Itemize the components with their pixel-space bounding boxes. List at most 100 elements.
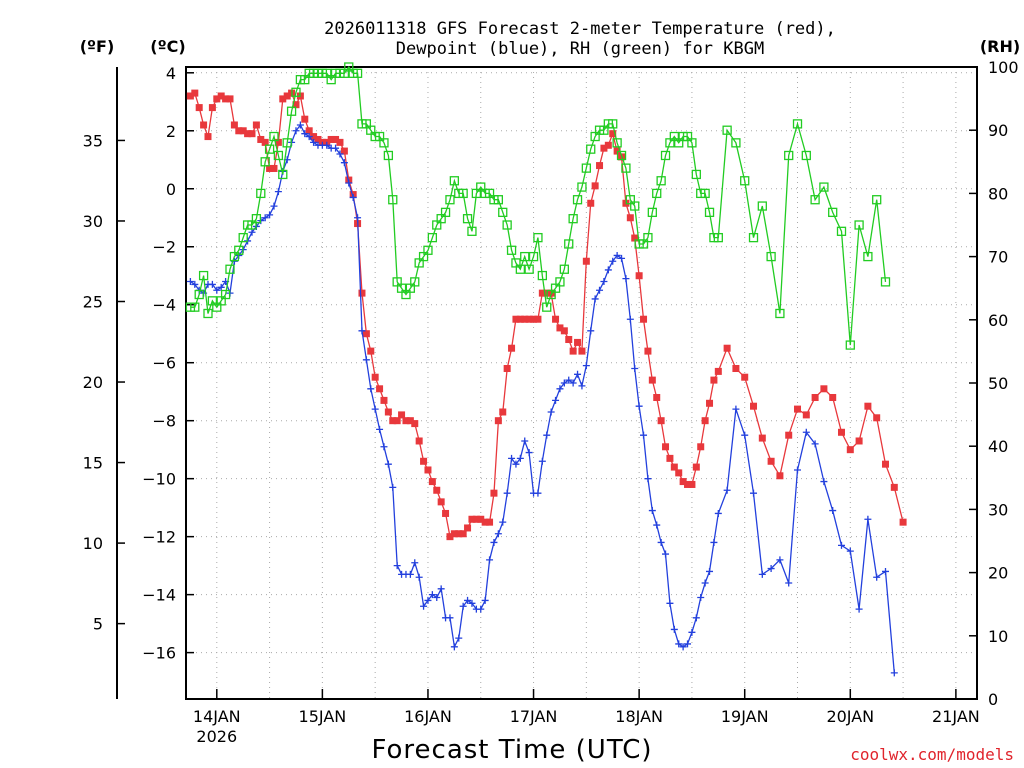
rh-point — [352, 68, 363, 78]
dewpoint-point — [741, 431, 749, 439]
x-tick-label: 17JAN — [510, 707, 558, 726]
temperature-point — [222, 95, 230, 103]
rh-point — [643, 232, 653, 243]
temperature-point — [657, 417, 665, 425]
rh-point — [286, 106, 297, 116]
x-tick-label: 16JAN — [404, 707, 452, 726]
temperature-point — [499, 408, 507, 416]
rh-point — [190, 302, 200, 312]
celsius-unit-label: (ºC) — [150, 37, 185, 56]
dewpoint-point — [750, 489, 758, 497]
temperature-point — [741, 373, 749, 381]
dewpoint-point — [829, 507, 837, 515]
temperature-point — [525, 315, 533, 323]
rh-tick-label: 10 — [988, 627, 1008, 646]
rh-point — [493, 195, 504, 205]
temperature-point — [191, 89, 199, 97]
fahrenheit-tick-label: 25 — [83, 293, 103, 312]
dewpoint-point — [186, 278, 194, 286]
rh-point — [462, 214, 473, 224]
rh-point — [203, 308, 213, 319]
dewpoint-point — [428, 591, 436, 599]
temperature-point — [565, 336, 573, 344]
celsius-tick-label: 2 — [166, 122, 176, 141]
rh-point — [264, 144, 275, 154]
x-tick-sublabel: 2026 — [196, 727, 237, 746]
dewpoint-point — [569, 379, 577, 387]
rh-point — [502, 220, 512, 230]
rh-point — [520, 251, 530, 262]
rh-point — [555, 277, 565, 287]
temperature-point — [692, 463, 700, 471]
rh-point — [700, 188, 710, 199]
temperature-point — [802, 411, 810, 419]
rh-point — [630, 201, 640, 211]
rh-point — [836, 226, 847, 236]
rh-point — [269, 131, 279, 142]
rh-point — [647, 207, 657, 218]
rh-point — [198, 270, 209, 281]
temperature-point — [670, 463, 678, 471]
temperature-point — [310, 133, 318, 141]
dewpoint-point — [424, 596, 432, 604]
rh-point — [687, 138, 697, 148]
dewpoint-point — [640, 431, 648, 439]
temperature-point — [235, 127, 243, 135]
dewpoint-point — [565, 376, 573, 384]
rh-point — [608, 119, 618, 129]
temperature-point — [547, 289, 555, 297]
temperature-point — [415, 437, 423, 445]
dewpoint-point — [464, 596, 472, 604]
dewpoint-point — [468, 599, 476, 607]
temperature-point — [384, 408, 392, 416]
x-tick-label: 15JAN — [299, 707, 347, 726]
rh-point — [542, 302, 552, 312]
dewpoint-point — [345, 179, 353, 187]
celsius-tick-label: 0 — [166, 180, 176, 199]
temperature-point — [767, 457, 775, 465]
rh-tick-label: 40 — [988, 437, 1008, 456]
fahrenheit-tick-label: 35 — [83, 131, 103, 150]
temperature-point — [376, 385, 384, 393]
rh-point — [524, 264, 534, 274]
rh-point — [621, 163, 631, 173]
dewpoint-point — [305, 133, 313, 141]
rh-point — [616, 150, 627, 161]
dewpoint-point — [349, 193, 357, 201]
temperature-point — [662, 443, 670, 451]
dewpoint-point — [477, 605, 485, 613]
dewpoint-point — [274, 188, 282, 196]
dewpoint-point — [552, 396, 560, 404]
temperature-point — [336, 138, 344, 146]
celsius-tick-label: −6 — [152, 354, 176, 373]
dewpoint-point — [367, 385, 375, 393]
dewpoint-point — [670, 625, 678, 633]
dewpoint-point — [802, 428, 810, 436]
rh-point — [515, 264, 525, 274]
temperature-point — [486, 518, 494, 526]
rh-point — [872, 195, 882, 205]
chart-title-line1: 2026011318 GFS Forecast 2-meter Temperat… — [324, 19, 836, 39]
dewpoint-point — [508, 454, 516, 462]
rh-point — [757, 201, 767, 211]
temperature-point — [459, 530, 467, 538]
dewpoint-point — [512, 460, 520, 468]
temperature-point — [398, 411, 406, 419]
celsius-tick-label: −2 — [152, 238, 176, 257]
rh-point — [423, 245, 433, 255]
temperature-point — [648, 376, 656, 384]
temperature-point — [587, 199, 595, 207]
temperature-point — [481, 518, 489, 526]
rh-point — [194, 289, 204, 300]
dewpoint-point — [354, 214, 362, 222]
temperature-point — [332, 135, 340, 143]
rh-point — [537, 270, 547, 281]
rh-point — [722, 125, 732, 135]
rh-point — [568, 214, 578, 224]
temperature-point — [899, 518, 907, 526]
dewpoint-point — [547, 408, 555, 416]
rh-point — [528, 251, 539, 262]
fahrenheit-tick-label: 30 — [83, 212, 103, 231]
dewpoint-point — [296, 121, 304, 129]
rh-point — [854, 220, 864, 230]
